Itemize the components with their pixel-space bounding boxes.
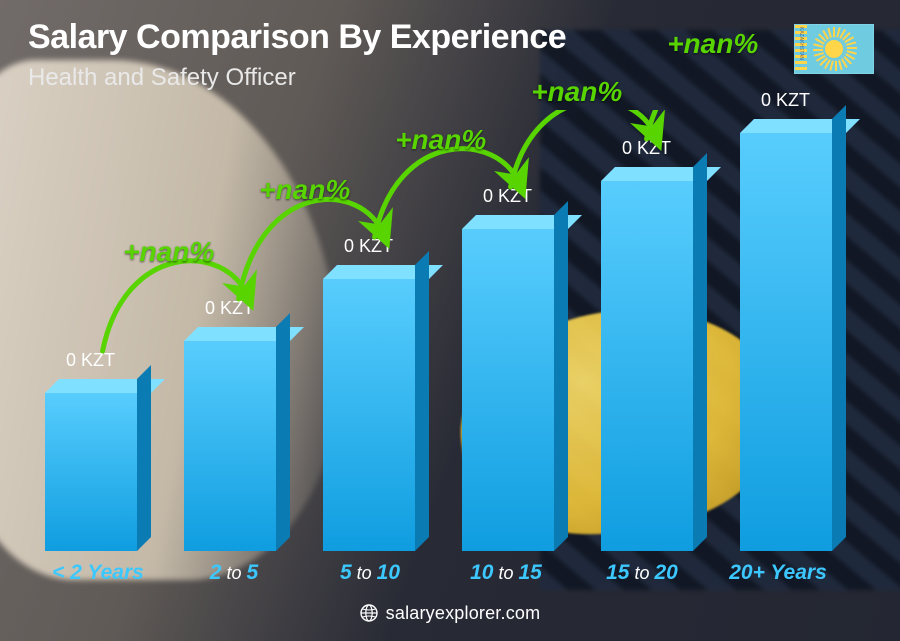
x-axis-tick: 2 to 5 [166, 561, 302, 591]
x-axis-tick: 20+ Years [710, 561, 846, 591]
x-axis-tick: < 2 Years [30, 561, 166, 591]
infographic-canvas: Salary Comparison By Experience Health a… [0, 0, 900, 641]
x-axis-tick: 5 to 10 [302, 561, 438, 591]
page-title: Salary Comparison By Experience [28, 18, 566, 57]
bar-value-label: 0 KZT [761, 90, 810, 111]
country-flag: KAZAKHSTAN [794, 24, 874, 74]
delta-label: +nan% [259, 174, 350, 206]
flag-rays-icon [795, 25, 873, 73]
x-axis-tick: 10 to 15 [438, 561, 574, 591]
x-axis-tick: 15 to 20 [574, 561, 710, 591]
delta-label: +nan% [667, 28, 758, 60]
x-axis: < 2 Years2 to 55 to 1010 to 1515 to 2020… [30, 561, 846, 591]
delta-labels: +nan%+nan%+nan%+nan%+nan% [30, 110, 846, 551]
delta-label: +nan% [395, 124, 486, 156]
delta-label: +nan% [531, 76, 622, 108]
globe-icon [360, 604, 378, 627]
footer: salaryexplorer.com [0, 603, 900, 627]
delta-label: +nan% [123, 236, 214, 268]
page-subtitle: Health and Safety Officer [28, 64, 296, 92]
bar-chart: 0 KZT0 KZT0 KZT0 KZT0 KZT0 KZT +nan%+nan… [30, 110, 846, 551]
footer-text: salaryexplorer.com [386, 603, 541, 623]
